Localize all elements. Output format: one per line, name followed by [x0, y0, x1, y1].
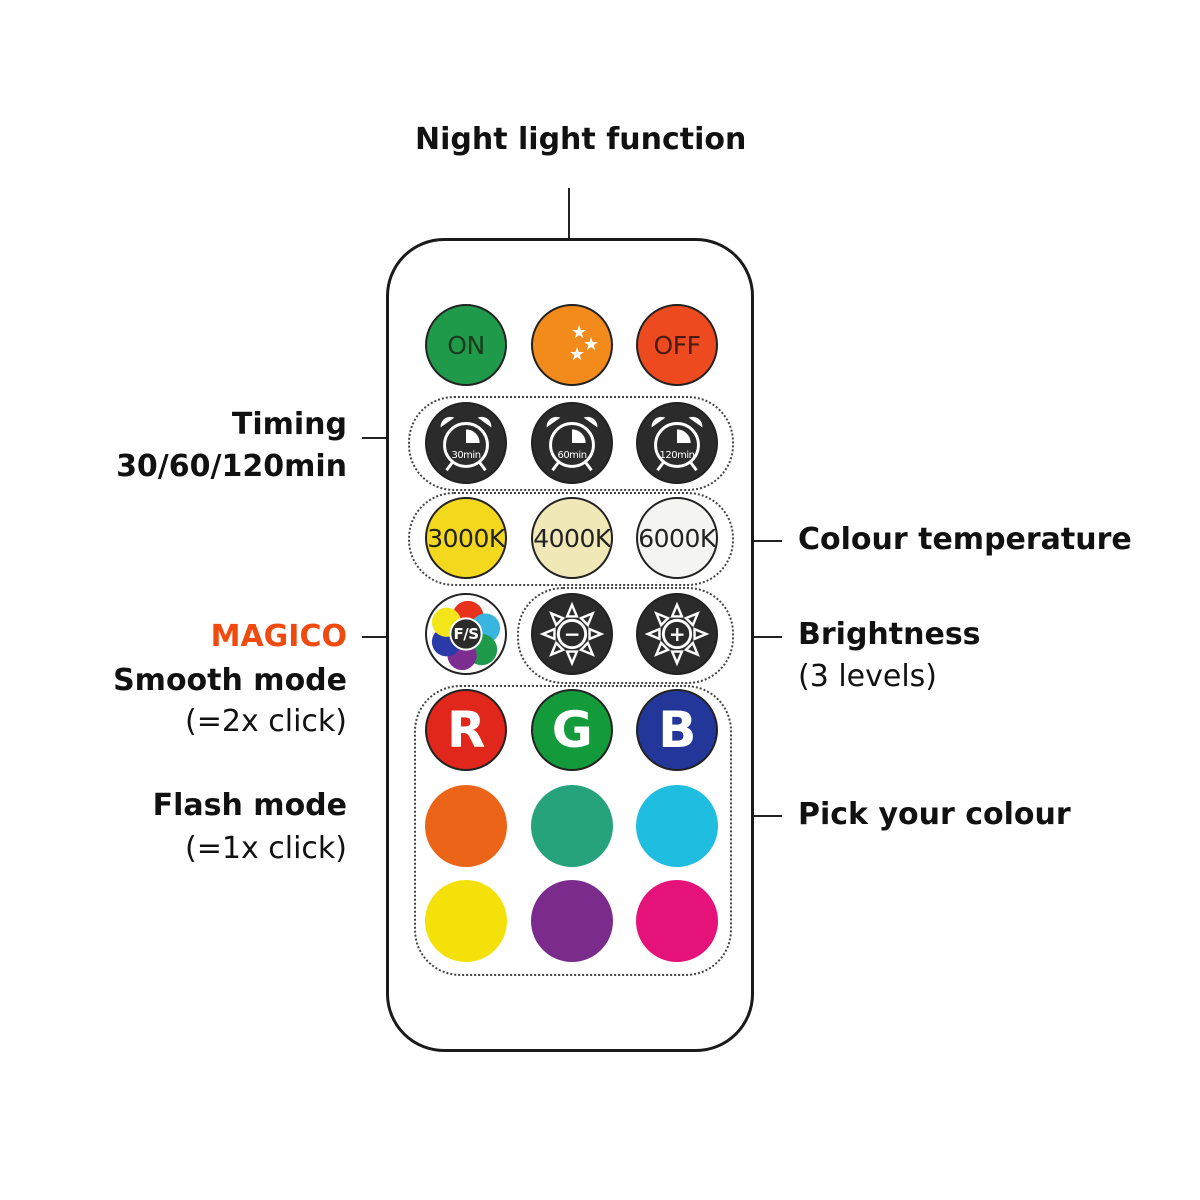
orange-button[interactable] [425, 785, 507, 867]
off-label: OFF [653, 330, 701, 360]
blue-button[interactable]: B [636, 689, 718, 771]
timer-120-button[interactable]: 120min [636, 402, 718, 484]
sun-icon [533, 595, 611, 673]
color-wheel-icon [427, 595, 505, 673]
green-label: G [551, 701, 593, 759]
brightness-up-button[interactable]: + [636, 593, 718, 675]
alarm-clock-icon [638, 404, 716, 482]
color-group [414, 685, 732, 976]
label-brightness-levels: (3 levels) [798, 659, 937, 694]
blue-label: B [658, 701, 696, 759]
moon-stars-icon: ★ ★ ★ [533, 306, 611, 384]
temp-6000k-button[interactable]: 6000K [636, 497, 718, 579]
pointer-line [362, 636, 408, 638]
label-smooth-click: (=2x click) [185, 704, 347, 739]
pointer-line [737, 636, 782, 638]
label-colour-temperature: Colour temperature [798, 522, 1132, 557]
temperature-group [408, 492, 734, 586]
timer-60-button[interactable]: 60min [531, 402, 613, 484]
svg-text:★: ★ [571, 322, 587, 343]
label-brightness: Brightness [798, 617, 981, 652]
svg-text:★: ★ [583, 334, 599, 355]
pointer-line [737, 815, 782, 817]
label-pick-colour: Pick your colour [798, 797, 1071, 832]
brightness-up-label: + [668, 622, 686, 646]
timer-60-label: 60min [557, 450, 587, 461]
sun-icon [638, 595, 716, 673]
temp-3000k-button[interactable]: 3000K [425, 497, 507, 579]
alarm-clock-icon [533, 404, 611, 482]
label-smooth-mode: Smooth mode [113, 663, 347, 698]
timer-120-label: 120min [659, 450, 695, 461]
temp-6000k-label: 6000K [638, 523, 716, 553]
green-button[interactable]: G [531, 689, 613, 771]
night-light-button[interactable]: ★ ★ ★ [531, 304, 613, 386]
red-button[interactable]: R [425, 689, 507, 771]
alarm-clock-icon [427, 404, 505, 482]
label-magico: MAGICO [210, 619, 347, 654]
label-flash-click: (=1x click) [185, 831, 347, 866]
fs-mode-button[interactable]: F/S [425, 593, 507, 675]
teal-button[interactable] [531, 785, 613, 867]
timing-group [408, 396, 734, 491]
label-timing-values: 30/60/120min [116, 449, 347, 484]
brightness-down-label: − [563, 622, 581, 646]
yellow-button[interactable] [425, 880, 507, 962]
magenta-button[interactable] [636, 880, 718, 962]
timer-30-label: 30min [451, 450, 481, 461]
timer-30-button[interactable]: 30min [425, 402, 507, 484]
brightness-group [517, 587, 734, 684]
pointer-line [362, 437, 408, 439]
brightness-down-button[interactable]: − [531, 593, 613, 675]
on-label: ON [447, 330, 485, 360]
svg-text:★: ★ [569, 344, 585, 365]
label-timing: Timing [231, 407, 347, 442]
temp-3000k-label: 3000K [427, 523, 505, 553]
purple-button[interactable] [531, 880, 613, 962]
label-flash-mode: Flash mode [152, 788, 347, 823]
on-button[interactable]: ON [425, 304, 507, 386]
temp-4000k-button[interactable]: 4000K [531, 497, 613, 579]
cyan-button[interactable] [636, 785, 718, 867]
temp-4000k-label: 4000K [533, 523, 611, 553]
pointer-line [737, 540, 782, 542]
off-button[interactable]: OFF [636, 304, 718, 386]
red-label: R [446, 701, 486, 759]
label-night-light: Night light function [415, 122, 747, 157]
fs-mode-label: F/S [453, 625, 479, 643]
